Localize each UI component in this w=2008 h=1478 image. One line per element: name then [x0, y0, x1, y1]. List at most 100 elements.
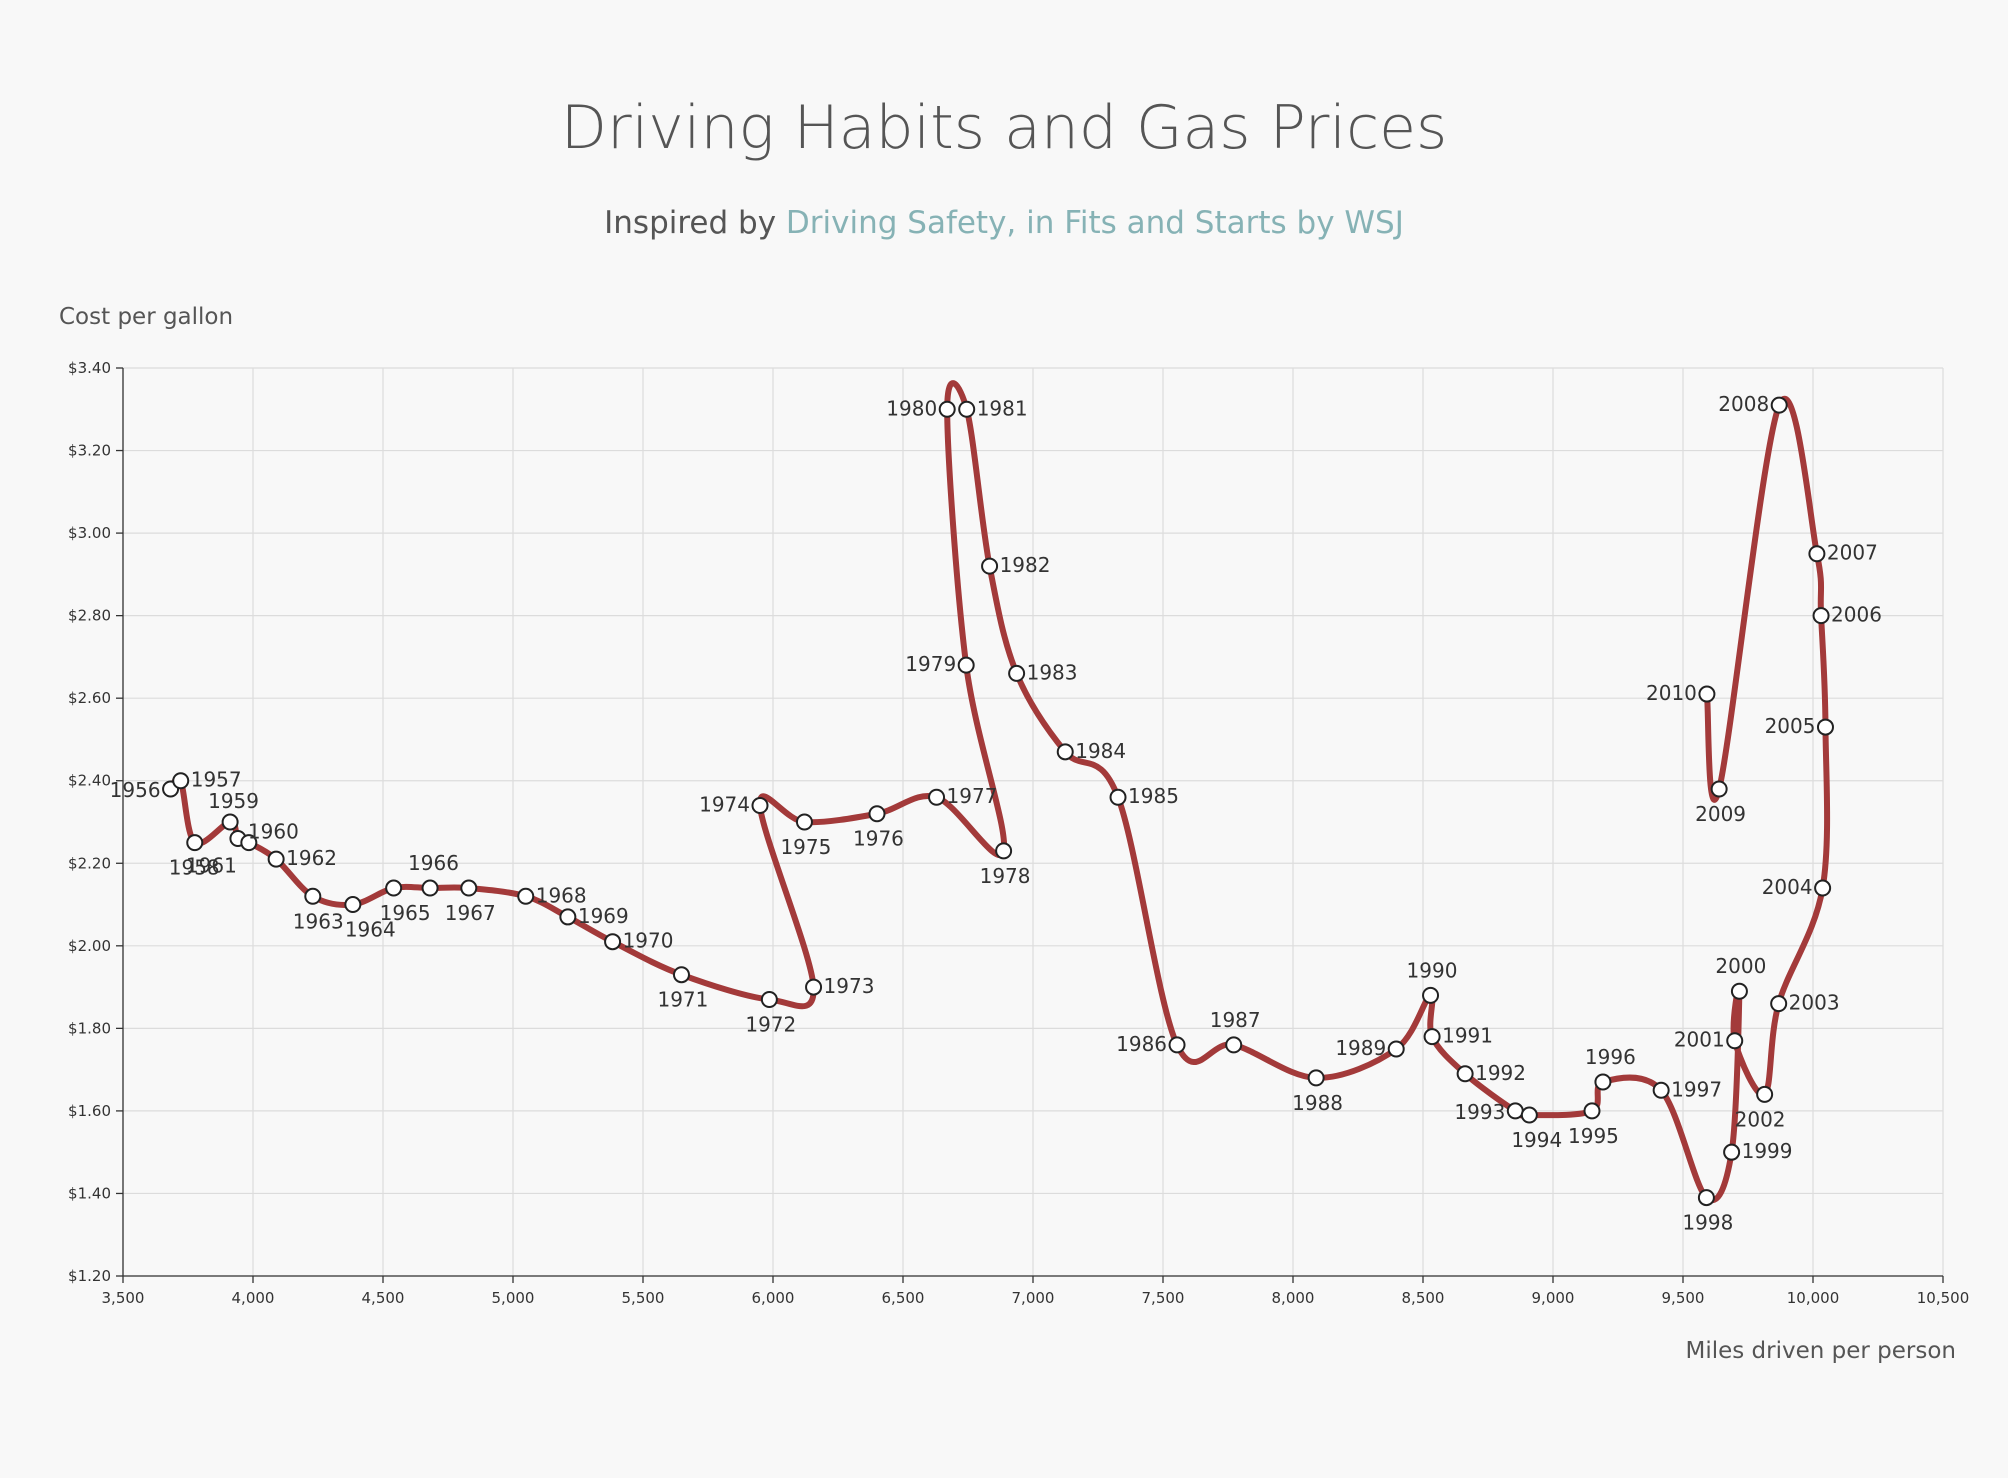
- data-point-1988[interactable]: [1307, 1069, 1325, 1087]
- data-point-1999[interactable]: [1723, 1143, 1741, 1161]
- data-point-1990[interactable]: [1422, 986, 1440, 1004]
- data-point-1963[interactable]: [304, 887, 322, 905]
- data-point-1961[interactable]: [240, 834, 258, 852]
- data-point-1958[interactable]: [186, 834, 204, 852]
- data-points: [162, 396, 1834, 1207]
- data-point-1977[interactable]: [928, 788, 946, 806]
- data-point-1962[interactable]: [267, 850, 285, 868]
- data-point-2003[interactable]: [1770, 995, 1788, 1013]
- x-tick-label: 8,500: [1402, 1289, 1445, 1307]
- data-point-1974[interactable]: [751, 796, 769, 814]
- data-point-2009[interactable]: [1710, 780, 1728, 798]
- data-point-1986[interactable]: [1168, 1036, 1186, 1054]
- data-point-2000[interactable]: [1730, 982, 1748, 1000]
- data-point-1981[interactable]: [958, 400, 976, 418]
- data-point-1982[interactable]: [981, 557, 999, 575]
- data-label-1992: 1992: [1475, 1061, 1526, 1085]
- data-point-1979[interactable]: [957, 656, 975, 674]
- data-point-1995[interactable]: [1583, 1102, 1601, 1120]
- x-tick-label: 4,000: [232, 1289, 275, 1307]
- x-tick-label: 10,500: [1917, 1289, 1970, 1307]
- chart-title: Driving Habits and Gas Prices: [561, 93, 1448, 163]
- data-point-1964[interactable]: [344, 896, 362, 914]
- data-point-1969[interactable]: [559, 908, 577, 926]
- data-point-1967[interactable]: [460, 879, 478, 897]
- data-label-1979: 1979: [905, 652, 956, 676]
- data-point-1997[interactable]: [1652, 1081, 1670, 1099]
- data-label-1977: 1977: [947, 784, 998, 808]
- data-label-2000: 2000: [1715, 954, 1766, 978]
- data-point-1996[interactable]: [1594, 1073, 1612, 1091]
- data-point-2006[interactable]: [1812, 607, 1830, 625]
- data-point-1966[interactable]: [421, 879, 439, 897]
- data-point-2002[interactable]: [1756, 1085, 1774, 1103]
- data-point-1978[interactable]: [995, 842, 1013, 860]
- data-label-1978: 1978: [980, 864, 1031, 888]
- data-label-1998: 1998: [1682, 1211, 1733, 1235]
- data-point-1998[interactable]: [1697, 1189, 1715, 1207]
- data-point-1992[interactable]: [1456, 1065, 1474, 1083]
- x-tick-label: 9,000: [1532, 1289, 1575, 1307]
- y-tick-label: $1.80: [68, 1019, 111, 1037]
- data-point-1973[interactable]: [805, 978, 823, 996]
- data-point-1984[interactable]: [1056, 743, 1074, 761]
- gridlines: [122, 367, 1944, 1277]
- data-point-1987[interactable]: [1225, 1036, 1243, 1054]
- data-point-2007[interactable]: [1808, 545, 1826, 563]
- data-label-1988: 1988: [1292, 1091, 1343, 1115]
- data-point-1976[interactable]: [868, 805, 886, 823]
- data-point-1983[interactable]: [1008, 664, 1026, 682]
- data-point-2008[interactable]: [1770, 396, 1788, 414]
- data-label-2004: 2004: [1762, 875, 1813, 899]
- data-point-1972[interactable]: [760, 990, 778, 1008]
- x-tick-label: 4,500: [362, 1289, 405, 1307]
- data-label-1966: 1966: [408, 851, 459, 875]
- data-point-1985[interactable]: [1109, 788, 1127, 806]
- data-label-1957: 1957: [191, 768, 242, 792]
- x-tick-label: 7,000: [1012, 1289, 1055, 1307]
- y-tick-label: $1.60: [68, 1102, 111, 1120]
- x-tick-label: 8,000: [1272, 1289, 1315, 1307]
- data-point-1965[interactable]: [385, 879, 403, 897]
- data-label-1964: 1964: [345, 918, 396, 942]
- data-point-1957[interactable]: [172, 772, 190, 790]
- data-label-1982: 1982: [1000, 553, 1051, 577]
- y-axis-label: Cost per gallon: [59, 304, 233, 330]
- data-point-1991[interactable]: [1423, 1028, 1441, 1046]
- data-label-1968: 1968: [536, 883, 587, 907]
- data-point-1970[interactable]: [604, 933, 622, 951]
- data-label-2002: 2002: [1735, 1107, 1786, 1131]
- data-label-1983: 1983: [1027, 660, 1078, 684]
- y-tick-label: $1.40: [68, 1184, 111, 1202]
- data-point-1968[interactable]: [517, 887, 535, 905]
- data-label-1959: 1959: [208, 789, 259, 813]
- data-label-1970: 1970: [623, 929, 674, 953]
- data-label-1971: 1971: [657, 988, 708, 1012]
- x-tick-label: 7,500: [1142, 1289, 1185, 1307]
- data-point-1959[interactable]: [221, 813, 239, 831]
- subtitle-prefix: Inspired by: [604, 205, 786, 241]
- data-label-2010: 2010: [1646, 681, 1697, 705]
- data-point-1993[interactable]: [1506, 1102, 1524, 1120]
- data-label-1965: 1965: [380, 901, 431, 925]
- x-tick-label: 6,000: [752, 1289, 795, 1307]
- data-point-1980[interactable]: [938, 400, 956, 418]
- data-point-1994[interactable]: [1520, 1106, 1538, 1124]
- data-point-2004[interactable]: [1814, 879, 1832, 897]
- data-point-1971[interactable]: [672, 966, 690, 984]
- data-label-1967: 1967: [445, 901, 496, 925]
- data-point-1989[interactable]: [1387, 1040, 1405, 1058]
- data-label-1994: 1994: [1511, 1128, 1562, 1152]
- x-tick-label: 10,000: [1787, 1289, 1840, 1307]
- data-point-1975[interactable]: [795, 813, 813, 831]
- data-point-2010[interactable]: [1698, 685, 1716, 703]
- data-label-2008: 2008: [1718, 392, 1769, 416]
- data-point-2005[interactable]: [1816, 718, 1834, 736]
- data-label-1990: 1990: [1407, 958, 1458, 982]
- data-label-1984: 1984: [1075, 739, 1126, 763]
- data-point-2001[interactable]: [1726, 1032, 1744, 1050]
- data-labels: 1956 1957 1958 1959 1960 1961 1962 1963 19641965…: [110, 392, 1882, 1234]
- subtitle-link[interactable]: Driving Safety, in Fits and Starts by WS…: [786, 205, 1404, 241]
